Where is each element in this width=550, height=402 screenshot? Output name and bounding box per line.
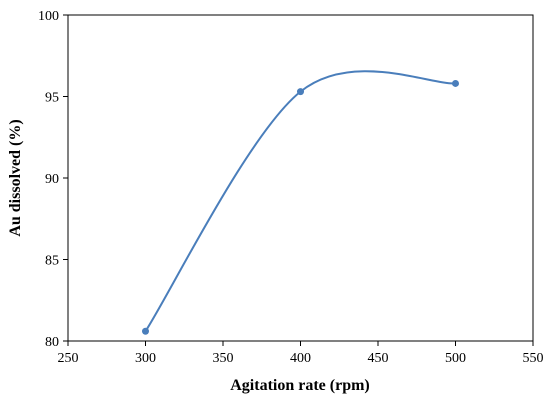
x-tick-label: 250 [58, 351, 79, 366]
series-points [142, 79, 459, 335]
x-tick-label: 400 [290, 351, 311, 366]
data-point [142, 327, 149, 335]
x-tick-label: 300 [135, 351, 156, 366]
y-tick-label: 100 [38, 9, 59, 24]
data-point [297, 88, 304, 96]
y-axis-title: Au dissolved (%) [7, 119, 24, 236]
series-line [144, 70, 456, 332]
x-tick-label: 500 [445, 351, 466, 366]
plot-frame [67, 14, 534, 342]
data-point [452, 79, 459, 87]
y-tick-label: 80 [45, 335, 59, 350]
x-axis-ticks: 250 300 350 400 450 500 550 [58, 341, 544, 366]
y-tick-label: 95 [45, 91, 59, 106]
y-axis-ticks: 80 85 90 95 100 [38, 9, 68, 350]
x-tick-label: 350 [213, 351, 234, 366]
x-tick-label: 450 [368, 351, 389, 366]
x-tick-label: 550 [523, 351, 544, 366]
x-axis-title: Agitation rate (rpm) [230, 377, 370, 394]
y-tick-label: 90 [45, 172, 59, 187]
y-tick-label: 85 [45, 254, 59, 269]
